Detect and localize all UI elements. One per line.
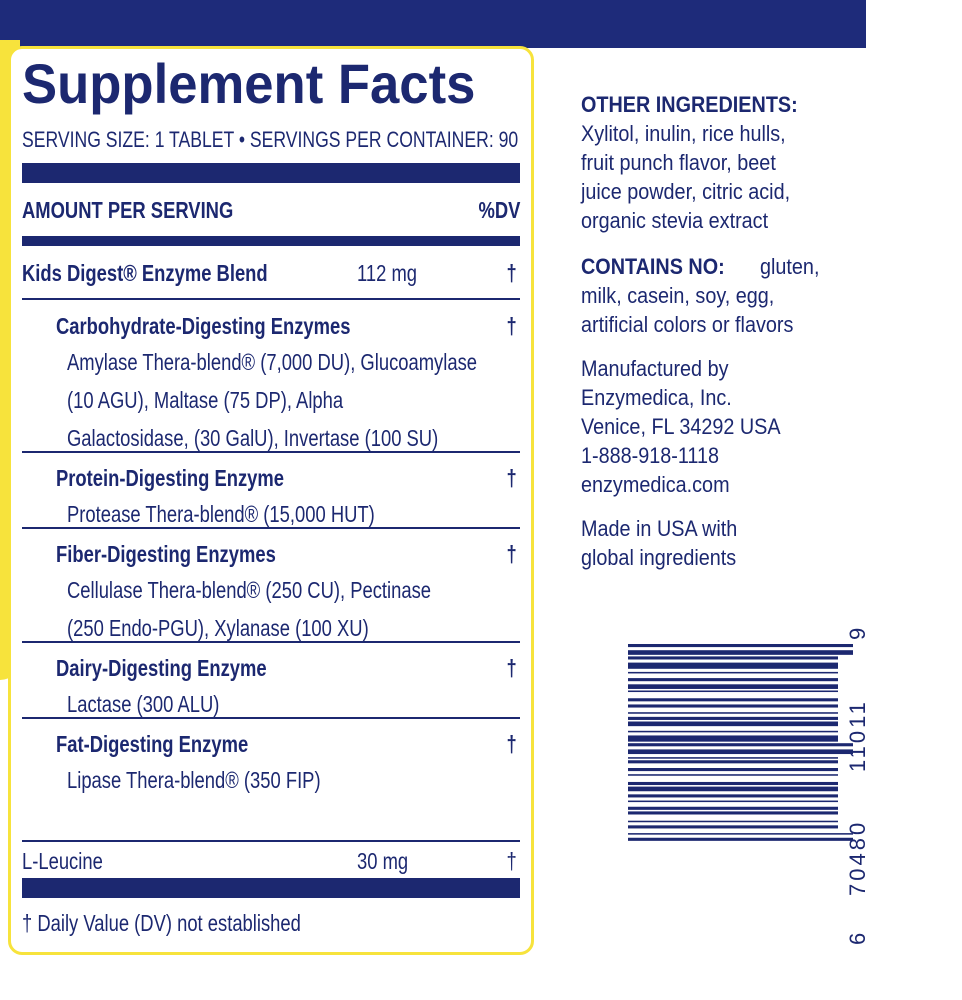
thick-rule: [22, 163, 520, 183]
blend-dv: †: [506, 260, 517, 286]
barcode-bar: [628, 678, 838, 682]
other-line: organic stevia extract: [581, 208, 769, 233]
group-dv: †: [506, 313, 517, 339]
barcode-bar: [628, 820, 838, 823]
barcode-bar: [628, 794, 838, 798]
dv-header: %DV: [478, 197, 520, 223]
group-dv: †: [506, 465, 517, 491]
manufacturer-line: Venice, FL 34292 USA: [581, 414, 781, 439]
barcode-bar: [628, 743, 853, 747]
origin-line: global ingredients: [581, 545, 737, 570]
barcode-bar: [628, 760, 838, 764]
manufacturer-line: Enzymedica, Inc.: [581, 385, 732, 410]
contains-label: CONTAINS NO:: [581, 254, 725, 279]
blend-amount: 112 mg: [357, 260, 418, 286]
barcode-bar: [628, 781, 838, 786]
barcode-bar: [628, 735, 838, 742]
barcode-bar: [628, 730, 838, 733]
barcode-bar: [628, 704, 838, 708]
group-detail: Galactosidase, (30 GalU), Invertase (100…: [67, 425, 439, 451]
manufacturer-line: enzymedica.com: [581, 472, 730, 497]
barcode-bar: [628, 811, 838, 815]
other-line: juice powder, citric acid,: [581, 179, 791, 204]
barcode-bar: [628, 774, 838, 776]
group-detail: Protease Thera-blend® (15,000 HUT): [67, 501, 375, 527]
group-detail: Amylase Thera-blend® (7,000 DU), Glucoam…: [67, 349, 478, 375]
rule: [22, 451, 520, 453]
group-detail: (10 AGU), Maltase (75 DP), Alpha: [67, 387, 344, 413]
thick-rule: [22, 878, 520, 898]
rule: [22, 298, 520, 300]
barcode-bar: [628, 671, 838, 674]
barcode-bar: [628, 662, 838, 669]
barcode-digit: 11011: [845, 699, 870, 772]
barcode-bar: [628, 806, 838, 810]
barcode-bar: [628, 721, 838, 727]
barcode-bar: [628, 656, 838, 660]
group-dv: †: [506, 655, 517, 681]
group-name: Dairy-Digesting Enzyme: [56, 655, 267, 681]
group-dv: †: [506, 541, 517, 567]
barcode-digit: 9: [845, 628, 870, 640]
group-name: Protein-Digesting Enzyme: [56, 465, 284, 491]
other-line: Xylitol, inulin, rice hulls,: [581, 121, 786, 146]
amount-header: AMOUNT PER SERVING: [22, 197, 234, 223]
group-name: Carbohydrate-Digesting Enzymes: [56, 313, 351, 339]
manufacturer-line: Manufactured by: [581, 356, 729, 381]
title: Supplement Facts: [22, 52, 476, 115]
leucine-dv: †: [506, 848, 517, 874]
contains-line: gluten,: [760, 254, 820, 279]
barcode-bar: [628, 833, 853, 835]
barcode-bar: [628, 837, 853, 841]
barcode-bar: [628, 644, 853, 648]
group-detail: (250 Endo-PGU), Xylanase (100 XU): [67, 615, 369, 641]
group-name: Fiber-Digesting Enzymes: [56, 541, 276, 567]
group-name: Fat-Digesting Enzyme: [56, 731, 249, 757]
group-dv: †: [506, 731, 517, 757]
barcode-digit: 6: [845, 933, 870, 945]
footnote: † Daily Value (DV) not established: [22, 910, 301, 936]
facts-panel: [8, 46, 534, 955]
barcode-bar: [628, 716, 838, 720]
manufacturer-line: 1-888-918-1118: [581, 443, 719, 468]
barcode-bar: [628, 757, 838, 759]
rule: [22, 840, 520, 842]
contains-line: artificial colors or flavors: [581, 312, 794, 337]
barcode-bar: [628, 650, 853, 655]
barcode-bar: [628, 684, 838, 689]
barcode-bar: [628, 698, 838, 702]
barcode-bar: [628, 786, 838, 792]
other-line: fruit punch flavor, beet: [581, 150, 776, 175]
barcode-bar: [628, 690, 838, 693]
barcode: 6 70480 11011 9: [628, 628, 870, 945]
barcode-bar: [628, 800, 838, 803]
origin-line: Made in USA with: [581, 516, 738, 541]
group-detail: Lactase (300 ALU): [67, 691, 220, 717]
medium-rule: [22, 236, 520, 246]
group-detail: Lipase Thera-blend® (350 FIP): [67, 767, 321, 793]
rule: [22, 717, 520, 719]
barcode-bar: [628, 768, 838, 772]
blend-name: Kids Digest® Enzyme Blend: [22, 260, 268, 286]
leucine-name: L-Leucine: [22, 848, 103, 874]
top-band: [0, 0, 866, 48]
other-label: OTHER INGREDIENTS:: [581, 92, 798, 117]
leucine-amount: 30 mg: [357, 848, 409, 874]
barcode-digit: 70480: [845, 820, 870, 896]
barcode-bar: [628, 712, 838, 714]
serving: SERVING SIZE: 1 TABLET • SERVINGS PER CO…: [22, 127, 519, 152]
barcode-bar: [628, 749, 853, 755]
barcode-bar: [628, 825, 838, 829]
contains-line: milk, casein, soy, egg,: [581, 283, 775, 308]
rule: [22, 641, 520, 643]
group-detail: Cellulase Thera-blend® (250 CU), Pectina…: [67, 577, 432, 603]
rule: [22, 527, 520, 529]
